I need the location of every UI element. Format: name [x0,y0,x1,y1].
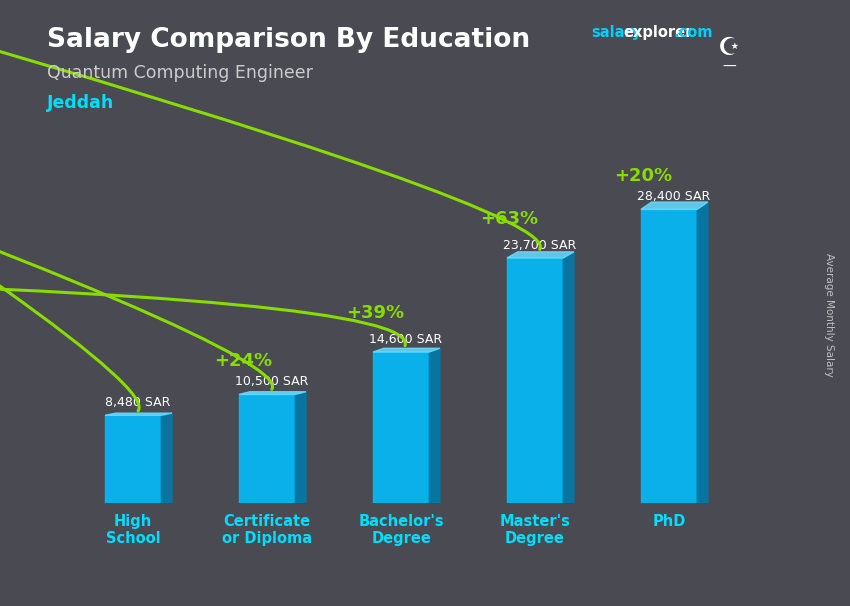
Text: Average Monthly Salary: Average Monthly Salary [824,253,834,377]
Text: salary: salary [591,25,641,41]
Bar [641,210,697,503]
Text: 8,480 SAR: 8,480 SAR [105,396,170,409]
Text: 14,600 SAR: 14,600 SAR [369,333,442,346]
Polygon shape [507,252,574,258]
Text: +24%: +24% [214,352,273,370]
Text: explorer: explorer [623,25,693,41]
Text: 10,500 SAR: 10,500 SAR [235,375,308,388]
Polygon shape [373,348,440,352]
Text: +63%: +63% [479,210,538,228]
Text: +20%: +20% [614,167,672,185]
Bar [507,258,564,503]
Polygon shape [239,391,306,395]
Text: —: — [722,60,736,74]
Polygon shape [564,252,574,503]
Bar [373,352,429,503]
Polygon shape [697,202,708,503]
Polygon shape [429,348,440,503]
Text: 23,700 SAR: 23,700 SAR [502,239,576,251]
Polygon shape [105,413,172,415]
Bar [239,395,295,503]
Polygon shape [162,413,172,503]
Text: Jeddah: Jeddah [47,94,114,112]
Text: +39%: +39% [346,304,404,322]
Bar [105,415,162,503]
Polygon shape [295,391,306,503]
Text: ☪: ☪ [717,36,740,61]
Text: Quantum Computing Engineer: Quantum Computing Engineer [47,64,313,82]
Text: 28,400 SAR: 28,400 SAR [637,190,710,203]
Text: Salary Comparison By Education: Salary Comparison By Education [47,27,530,53]
Polygon shape [641,202,708,210]
Text: .com: .com [673,25,712,41]
